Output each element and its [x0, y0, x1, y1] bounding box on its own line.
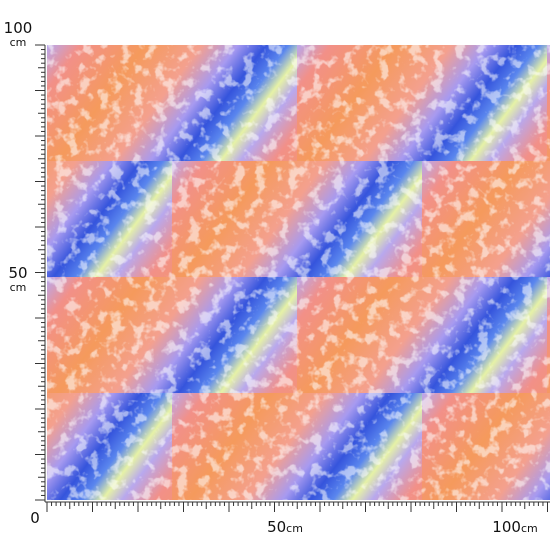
ruler-unit: cm: [521, 522, 538, 535]
ruler-unit: cm: [10, 36, 27, 49]
ruler-number: 50: [267, 518, 286, 536]
ruler-label: 100: [4, 19, 33, 37]
ruler-unit: cm: [286, 522, 303, 535]
ruler-label: 50cm: [267, 518, 303, 536]
ruler-label: 50: [8, 264, 27, 282]
fabric: [47, 45, 550, 500]
ruler-ticks: [35, 44, 548, 512]
ruler-origin: 0: [30, 509, 40, 527]
fabric-texture: [47, 45, 550, 500]
ruler-unit: cm: [10, 281, 27, 294]
ruler-number: 100: [492, 518, 521, 536]
ruler-label: 100cm: [492, 518, 537, 536]
